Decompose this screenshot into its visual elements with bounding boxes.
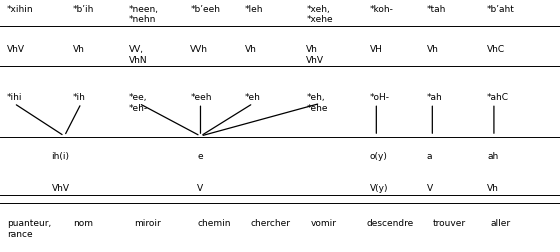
- Text: V(y): V(y): [370, 184, 388, 193]
- Text: *b’aht: *b’aht: [487, 5, 515, 14]
- Text: *koh-: *koh-: [370, 5, 394, 14]
- Text: *oH-: *oH-: [370, 93, 390, 102]
- Text: *b’ih: *b’ih: [73, 5, 94, 14]
- Text: Vh: Vh: [73, 45, 85, 54]
- Text: *neen,
*nehn: *neen, *nehn: [129, 5, 159, 24]
- Text: descendre: descendre: [367, 219, 414, 228]
- Text: *eeh: *eeh: [190, 93, 212, 102]
- Text: chemin: chemin: [197, 219, 231, 228]
- Text: *eh,
*ehe: *eh, *ehe: [306, 93, 328, 113]
- Text: miroir: miroir: [134, 219, 161, 228]
- Text: *ih: *ih: [73, 93, 86, 102]
- Text: VH: VH: [370, 45, 382, 54]
- Text: vomir: vomir: [311, 219, 337, 228]
- Text: aller: aller: [491, 219, 511, 228]
- Text: *b’eeh: *b’eeh: [190, 5, 221, 14]
- Text: *leh: *leh: [245, 5, 263, 14]
- Text: a: a: [427, 152, 432, 162]
- Text: nom: nom: [73, 219, 93, 228]
- Text: *ah: *ah: [427, 93, 442, 102]
- Text: *xeh,
*xehe: *xeh, *xehe: [306, 5, 333, 24]
- Text: *ahC: *ahC: [487, 93, 509, 102]
- Text: ih(i): ih(i): [52, 152, 69, 162]
- Text: Vh: Vh: [487, 184, 499, 193]
- Text: puanteur,
rance: puanteur, rance: [7, 219, 51, 239]
- Text: VhV: VhV: [7, 45, 25, 54]
- Text: *ee,
*eh-: *ee, *eh-: [129, 93, 148, 113]
- Text: e: e: [197, 152, 203, 162]
- Text: V: V: [197, 184, 203, 193]
- Text: *eh: *eh: [245, 93, 260, 102]
- Text: trouver: trouver: [432, 219, 465, 228]
- Text: VhV: VhV: [52, 184, 69, 193]
- Text: ah: ah: [487, 152, 498, 162]
- Text: Vh: Vh: [245, 45, 256, 54]
- Text: Vh
VhV: Vh VhV: [306, 45, 324, 65]
- Text: Vh: Vh: [427, 45, 438, 54]
- Text: *xihin: *xihin: [7, 5, 34, 14]
- Text: V: V: [427, 184, 433, 193]
- Text: VhC: VhC: [487, 45, 505, 54]
- Text: o(y): o(y): [370, 152, 388, 162]
- Text: VV,
VhN: VV, VhN: [129, 45, 147, 65]
- Text: *tah: *tah: [427, 5, 446, 14]
- Text: chercher: chercher: [250, 219, 290, 228]
- Text: VVh: VVh: [190, 45, 208, 54]
- Text: *ihi: *ihi: [7, 93, 22, 102]
